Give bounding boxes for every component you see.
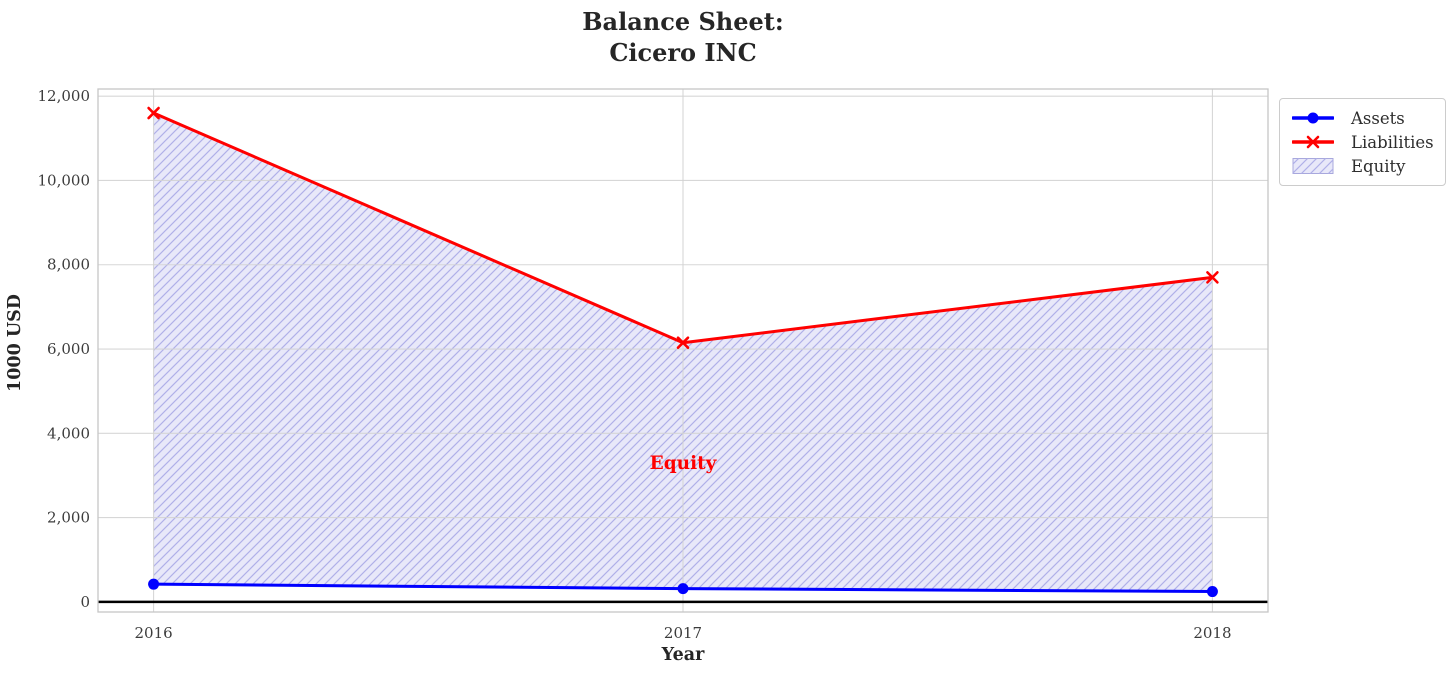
legend-entry-liabilities: Liabilities <box>1292 130 1435 154</box>
x-tick-label: 2017 <box>664 624 702 642</box>
y-tick-label: 0 <box>80 593 90 611</box>
y-tick-label: 6,000 <box>47 340 90 358</box>
chart-title-line-1: Balance Sheet: <box>582 7 784 36</box>
chart-legend: Assets Liabilities Equity <box>1279 98 1446 186</box>
y-axis-label: 1000 USD <box>5 294 25 392</box>
legend-label: Equity <box>1351 156 1406 176</box>
assets-point-2017 <box>677 583 689 595</box>
chart-title: Balance Sheet: Cicero INC <box>98 6 1268 68</box>
y-tick-label: 8,000 <box>47 256 90 274</box>
plot-border <box>97 88 1269 613</box>
liabilities-legend-swatch <box>1292 135 1334 149</box>
liabilities-point-2017 <box>676 336 690 350</box>
assets-point-2018 <box>1206 586 1218 598</box>
legend-entry-equity: Equity <box>1292 154 1435 178</box>
x-tick-label: 2016 <box>134 624 172 642</box>
liabilities-point-2018 <box>1206 271 1219 284</box>
assets-legend-swatch <box>1292 112 1334 124</box>
y-tick-label: 12,000 <box>38 87 91 105</box>
legend-entry-assets: Assets <box>1292 106 1435 130</box>
equity-legend-swatch <box>1292 158 1334 174</box>
gridlines <box>98 89 1268 612</box>
liabilities-point-2016 <box>147 106 160 120</box>
x-tick-label: 2018 <box>1193 624 1231 642</box>
y-tick-label: 4,000 <box>47 424 90 442</box>
y-tick-label: 10,000 <box>38 171 91 189</box>
x-axis-label: Year <box>661 645 705 665</box>
equity-annotation: Equity <box>650 453 718 474</box>
legend-label: Assets <box>1351 108 1405 128</box>
legend-label: Liabilities <box>1351 132 1434 152</box>
chart-title-line-2: Cicero INC <box>609 38 757 67</box>
y-tick-label: 2,000 <box>47 509 90 527</box>
assets-point-2016 <box>148 578 160 590</box>
